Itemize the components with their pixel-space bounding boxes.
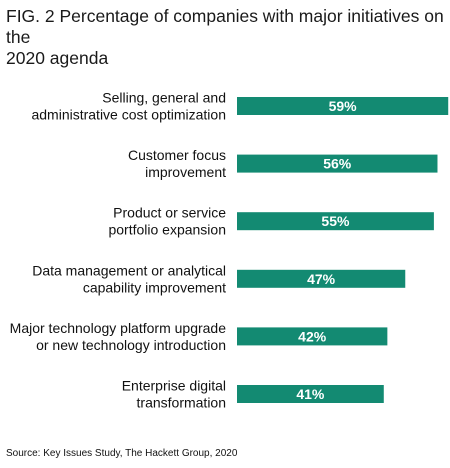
bar-value-label: 42% [298,328,327,344]
category-label: administrative cost optimization [31,107,226,123]
bar [237,154,438,173]
chart-title: FIG. 2 Percentage of companies with majo… [6,6,444,68]
bar-value-label: 56% [323,156,352,172]
bar [237,269,406,288]
category-label: capability improvement [83,279,226,295]
bar [237,97,449,115]
bar-value-label: 41% [296,386,325,402]
category-label: Customer focus [128,147,226,163]
category-label: Enterprise digital [122,378,226,394]
category-label: Data management or analytical [32,262,226,278]
bar-value-label: 47% [307,271,336,287]
category-label: Selling, general and [102,90,226,106]
bar [237,327,388,346]
category-label: Major technology platform upgrade [10,320,227,336]
category-label: transformation [137,395,226,411]
bar-value-label: 59% [329,98,358,114]
category-label: or new technology introduction [36,337,226,353]
category-label: improvement [145,164,226,180]
bar [237,385,384,403]
source-note: Source: Key Issues Study, The Hackett Gr… [6,448,238,459]
category-label: portfolio expansion [108,222,226,238]
bar [237,212,434,231]
category-label: Product or service [113,205,226,221]
bar-value-label: 55% [321,213,350,229]
